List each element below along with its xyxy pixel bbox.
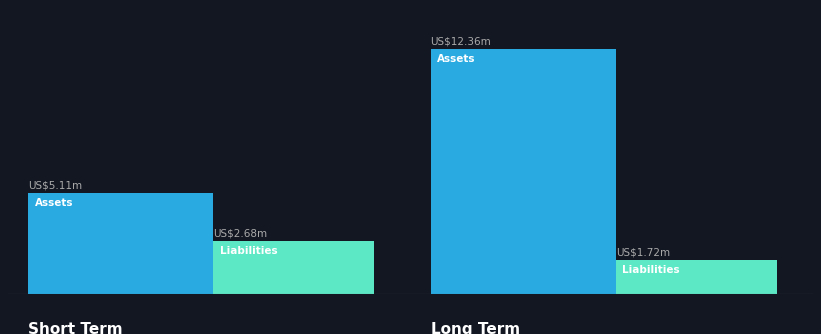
Text: US$5.11m: US$5.11m bbox=[28, 180, 82, 190]
Bar bbox=[430, 49, 616, 294]
Text: Liabilities: Liabilities bbox=[220, 246, 277, 256]
Text: Assets: Assets bbox=[34, 198, 73, 208]
Text: Liabilities: Liabilities bbox=[622, 265, 680, 275]
Text: US$1.72m: US$1.72m bbox=[616, 247, 670, 258]
Bar bbox=[616, 260, 777, 294]
Text: Assets: Assets bbox=[437, 54, 475, 64]
Text: Short Term: Short Term bbox=[28, 322, 123, 334]
Text: US$12.36m: US$12.36m bbox=[430, 37, 491, 47]
Text: Long Term: Long Term bbox=[430, 322, 520, 334]
Text: US$2.68m: US$2.68m bbox=[213, 228, 268, 238]
Bar bbox=[213, 241, 374, 294]
Bar bbox=[28, 193, 213, 294]
